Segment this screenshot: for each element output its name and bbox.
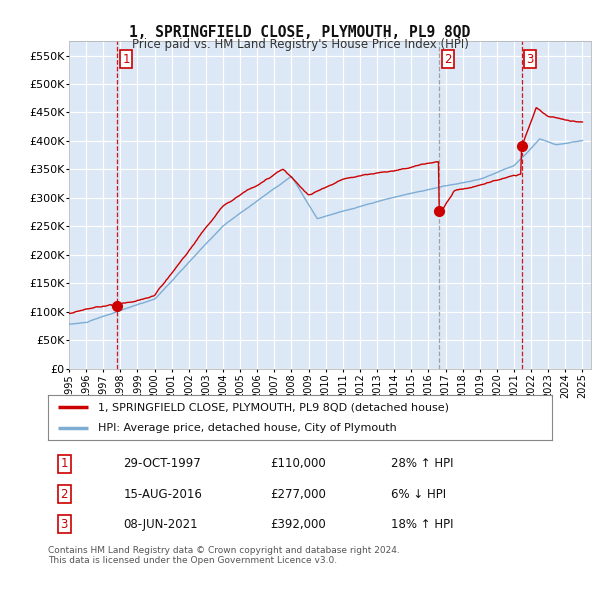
Text: 29-OCT-1997: 29-OCT-1997 — [124, 457, 202, 470]
Text: 3: 3 — [61, 518, 68, 531]
Text: 28% ↑ HPI: 28% ↑ HPI — [391, 457, 453, 470]
Text: 1, SPRINGFIELD CLOSE, PLYMOUTH, PL9 8QD (detached house): 1, SPRINGFIELD CLOSE, PLYMOUTH, PL9 8QD … — [98, 402, 449, 412]
Text: 18% ↑ HPI: 18% ↑ HPI — [391, 518, 453, 531]
Text: 15-AUG-2016: 15-AUG-2016 — [124, 487, 202, 501]
Text: 6% ↓ HPI: 6% ↓ HPI — [391, 487, 446, 501]
Text: 1: 1 — [122, 53, 130, 65]
Text: Contains HM Land Registry data © Crown copyright and database right 2024.
This d: Contains HM Land Registry data © Crown c… — [48, 546, 400, 565]
Text: £110,000: £110,000 — [270, 457, 326, 470]
Text: 1, SPRINGFIELD CLOSE, PLYMOUTH, PL9 8QD: 1, SPRINGFIELD CLOSE, PLYMOUTH, PL9 8QD — [130, 25, 470, 40]
Text: Price paid vs. HM Land Registry's House Price Index (HPI): Price paid vs. HM Land Registry's House … — [131, 38, 469, 51]
Text: 1: 1 — [61, 457, 68, 470]
Text: 3: 3 — [527, 53, 534, 65]
Text: £392,000: £392,000 — [270, 518, 326, 531]
Text: 08-JUN-2021: 08-JUN-2021 — [124, 518, 198, 531]
Text: 2: 2 — [444, 53, 452, 65]
Text: 2: 2 — [61, 487, 68, 501]
Text: HPI: Average price, detached house, City of Plymouth: HPI: Average price, detached house, City… — [98, 422, 397, 432]
Text: £277,000: £277,000 — [270, 487, 326, 501]
